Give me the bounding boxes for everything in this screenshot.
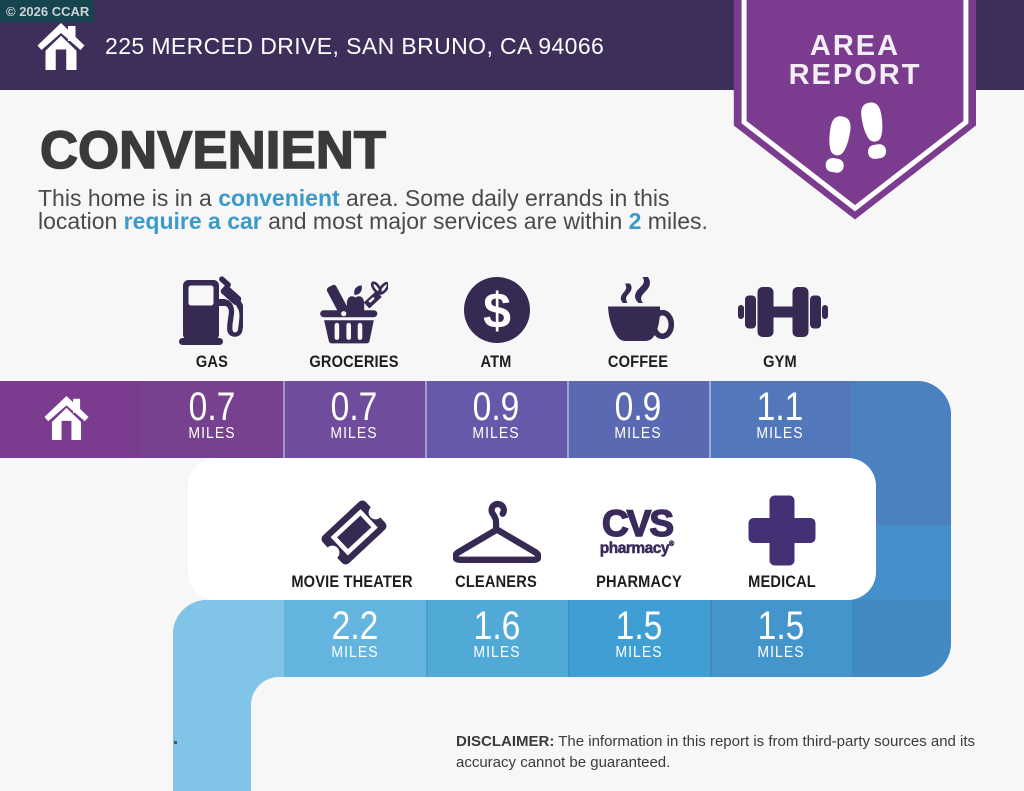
svg-text:AREA: AREA bbox=[810, 30, 900, 62]
svg-text:REPORT: REPORT bbox=[789, 59, 922, 91]
svg-text:$: $ bbox=[483, 283, 511, 339]
